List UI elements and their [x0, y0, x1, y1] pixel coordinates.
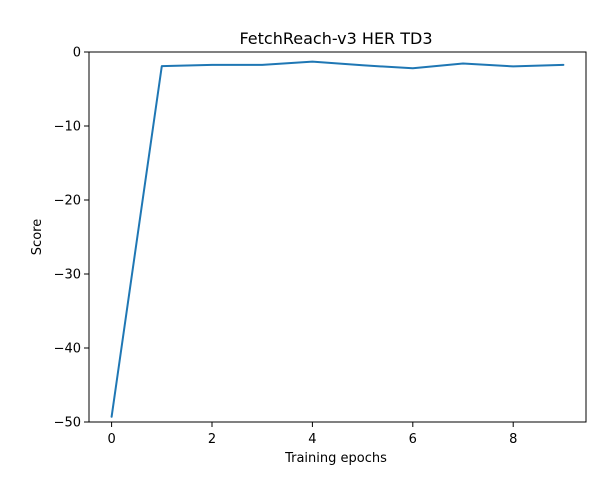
- x-tick-label: 4: [308, 432, 316, 447]
- x-axis: 0 2 4 6 8: [107, 422, 517, 447]
- x-tick-label: 6: [409, 432, 417, 447]
- y-axis: 0 −10 −20 −30 −40 −50: [54, 46, 89, 431]
- y-axis-label: Score: [30, 219, 45, 255]
- x-tick-label: 8: [509, 432, 517, 447]
- series-line-0: [110, 60, 565, 418]
- x-tick-label: 0: [107, 432, 115, 447]
- y-tick-label: −30: [54, 268, 81, 283]
- y-tick-label: −10: [54, 120, 81, 135]
- y-tick-label: −40: [54, 342, 81, 357]
- plot-frame: [88, 51, 587, 423]
- y-tick-label: −20: [54, 194, 81, 209]
- y-tick-label: 0: [73, 46, 81, 61]
- x-tick-label: 2: [208, 432, 216, 447]
- plot-area: [110, 60, 565, 418]
- x-axis-label: Training epochs: [284, 451, 387, 466]
- y-tick-label: −50: [54, 416, 81, 431]
- chart-title: FetchReach-v3 HER TD3: [239, 29, 432, 48]
